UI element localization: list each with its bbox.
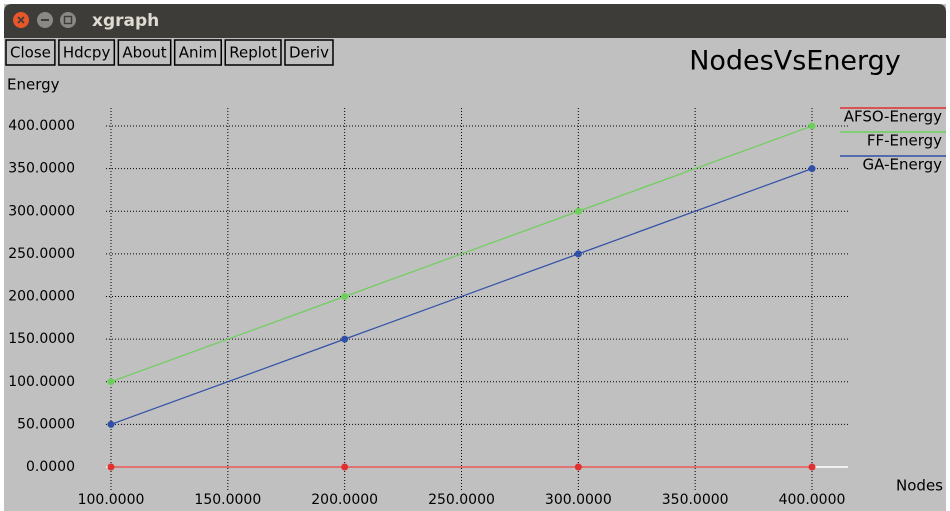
x-tick-label: 200.0000 <box>311 492 378 508</box>
x-tick-label: 400.0000 <box>779 492 846 508</box>
toolbar-button[interactable]: Hdcpy <box>58 39 116 66</box>
y-tick-label: 150.0000 <box>8 331 75 347</box>
data-point <box>107 378 115 386</box>
y-tick-label: 400.0000 <box>8 118 75 134</box>
y-tick-label: 300.0000 <box>8 203 75 219</box>
data-point <box>107 463 115 471</box>
close-icon <box>17 16 25 24</box>
button-frame <box>224 39 282 66</box>
chart: NodesVsEnergy Energy Nodes 0.0000 50.0000… <box>7 46 946 508</box>
data-point <box>808 122 816 130</box>
data-point <box>341 463 349 471</box>
button-label: About <box>122 44 166 62</box>
button-label: Anim <box>179 44 218 62</box>
maximize-icon <box>63 15 73 25</box>
button-frame <box>117 39 172 66</box>
y-tick-label: 350.0000 <box>8 161 75 177</box>
legend-label: GA-Energy <box>863 156 943 174</box>
button-label: Replot <box>229 44 277 62</box>
legend-label: AFSO-Energy <box>844 108 942 126</box>
x-tick-label: 350.0000 <box>662 492 729 508</box>
x-tick-label: 100.0000 <box>78 492 145 508</box>
toolbar-button[interactable]: Close <box>5 39 56 66</box>
maximize-button[interactable] <box>60 12 76 28</box>
x-tick-label: 150.0000 <box>194 492 261 508</box>
toolbar-button[interactable]: Deriv <box>284 39 334 66</box>
chart-title: NodesVsEnergy <box>689 46 901 77</box>
toolbar-button[interactable]: Replot <box>224 39 282 66</box>
button-label: Close <box>10 44 51 62</box>
y-tick-label: 200.0000 <box>8 289 75 305</box>
button-label: Deriv <box>289 44 329 62</box>
window-body <box>4 4 946 511</box>
legend-label: FF-Energy <box>867 132 942 150</box>
data-point <box>341 293 349 300</box>
button-frame <box>173 39 222 66</box>
button-frame <box>284 39 334 66</box>
y-tick-label: 100.0000 <box>8 374 75 390</box>
button-frame <box>5 39 56 66</box>
data-point <box>341 335 349 343</box>
y-axis-label: Energy <box>7 76 60 94</box>
window-title: xgraph <box>92 11 159 31</box>
data-point <box>107 420 115 428</box>
y-tick-label: 50.0000 <box>17 416 75 432</box>
y-tick-label: 0.0000 <box>26 459 75 475</box>
toolbar: Close Hdcpy About Anim Replot Deriv <box>5 39 334 66</box>
data-point <box>808 165 816 173</box>
x-axis-label: Nodes <box>896 477 943 495</box>
toolbar-button[interactable]: About <box>117 39 172 66</box>
x-tick-label: 250.0000 <box>428 492 495 508</box>
data-point <box>574 463 582 471</box>
data-point <box>574 207 582 215</box>
x-tick-label: 300.0000 <box>545 492 612 508</box>
button-label: Hdcpy <box>63 44 111 62</box>
series-line <box>110 125 813 383</box>
series-line <box>110 168 813 425</box>
toolbar-button[interactable]: Anim <box>173 39 222 66</box>
data-point <box>574 250 582 258</box>
minimize-icon <box>41 19 49 21</box>
y-tick-label: 250.0000 <box>8 246 75 262</box>
title-bar <box>4 4 946 38</box>
data-point <box>808 463 816 471</box>
button-frame <box>58 39 116 66</box>
